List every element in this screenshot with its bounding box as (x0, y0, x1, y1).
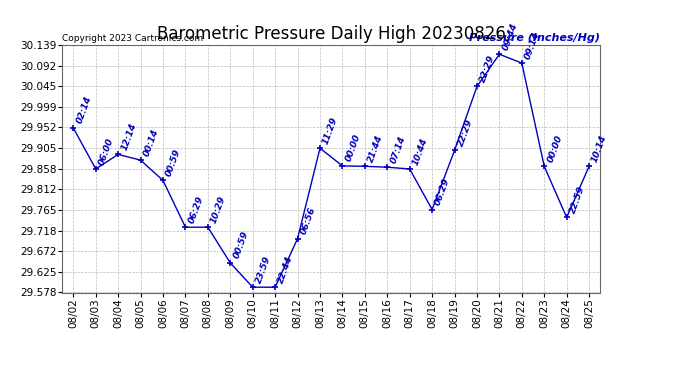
Text: 00:00: 00:00 (344, 133, 362, 163)
Title: Barometric Pressure Daily High 20230826: Barometric Pressure Daily High 20230826 (157, 26, 506, 44)
Text: 00:00: 00:00 (546, 134, 564, 164)
Text: 06:00: 06:00 (97, 136, 115, 166)
Text: 00:59: 00:59 (164, 148, 183, 178)
Text: 07:14: 07:14 (388, 135, 407, 164)
Text: 09:44: 09:44 (501, 21, 519, 51)
Text: Pressure (Inches/Hg): Pressure (Inches/Hg) (469, 33, 600, 42)
Text: 10:44: 10:44 (411, 136, 429, 166)
Text: 06:56: 06:56 (299, 206, 317, 236)
Text: 00:59: 00:59 (232, 230, 250, 260)
Text: 22:59: 22:59 (568, 185, 586, 215)
Text: 10:29: 10:29 (209, 195, 228, 224)
Text: 22:29: 22:29 (456, 118, 474, 148)
Text: 11:29: 11:29 (322, 116, 339, 146)
Text: 06:29: 06:29 (433, 177, 452, 207)
Text: 02:14: 02:14 (75, 95, 93, 125)
Text: 09:14: 09:14 (523, 30, 542, 60)
Text: 12:14: 12:14 (119, 122, 138, 152)
Text: 00:14: 00:14 (142, 128, 160, 158)
Text: 22:44: 22:44 (277, 255, 295, 284)
Text: Copyright 2023 Cartronics.com: Copyright 2023 Cartronics.com (62, 33, 204, 42)
Text: 22:29: 22:29 (478, 54, 497, 84)
Text: 21:44: 21:44 (366, 134, 384, 164)
Text: 06:29: 06:29 (187, 195, 205, 224)
Text: 23:59: 23:59 (254, 255, 273, 284)
Text: 10:14: 10:14 (591, 134, 609, 164)
